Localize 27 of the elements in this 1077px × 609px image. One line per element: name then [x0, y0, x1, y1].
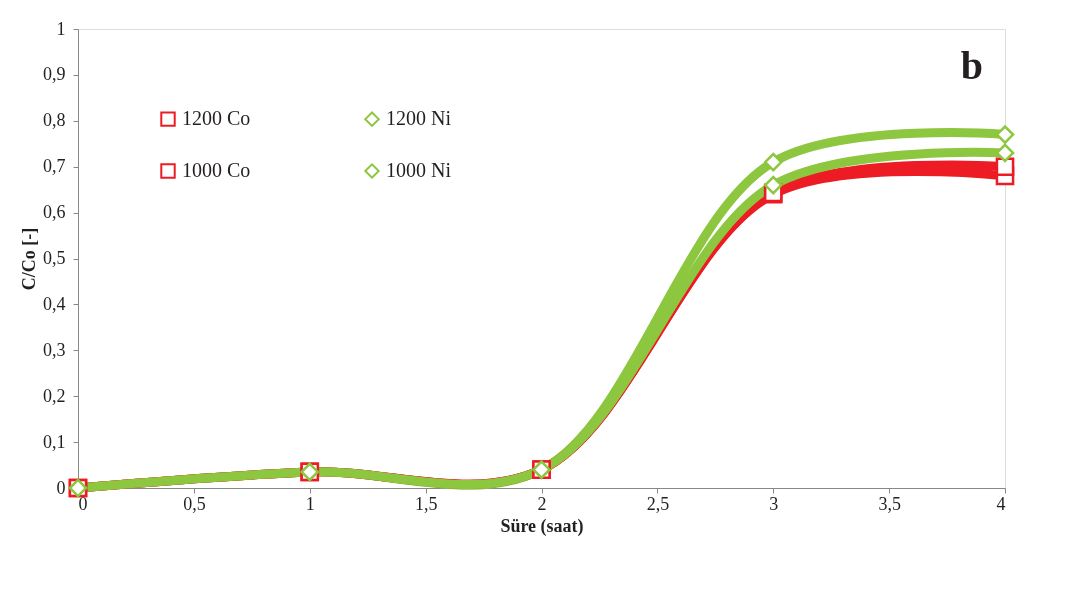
x-tick-label: 0,5: [183, 493, 206, 514]
legend-label: 1200 Ni: [386, 107, 452, 130]
y-tick-label: 0,3: [43, 339, 66, 360]
y-tick-label: 1: [56, 18, 66, 39]
y-tick-label: 0,9: [43, 64, 66, 85]
y-tick-label: 0,1: [43, 431, 66, 452]
x-tick-label: 1: [305, 493, 315, 514]
annotation: b: [960, 43, 983, 88]
x-tick-label: 0: [78, 493, 88, 514]
legend-label: 1000 Co: [182, 159, 251, 181]
y-tick-label: 0,7: [43, 156, 66, 177]
y-tick-label: 0,4: [43, 293, 66, 314]
x-tick-label: 3,5: [878, 493, 901, 514]
x-axis-title: Süre (saat): [500, 515, 584, 537]
x-tick-label: 2,5: [646, 493, 670, 514]
y-tick-label: 0,8: [43, 110, 66, 131]
legend-label: 1200 Co: [182, 107, 251, 130]
y-tick-label: 0,6: [43, 202, 66, 223]
x-tick-label: 1,5: [414, 493, 438, 514]
y-axis-title: C/Co [-]: [19, 227, 39, 291]
x-tick-label: 3: [769, 493, 779, 514]
y-tick-label: 0,5: [43, 248, 66, 268]
x-tick-label: 4: [996, 493, 1006, 514]
y-tick-label: 0: [56, 477, 66, 498]
x-tick-label: 2: [537, 493, 547, 514]
y-tick-label: 0,2: [43, 385, 66, 406]
legend-label: 1000 Ni: [386, 159, 452, 181]
